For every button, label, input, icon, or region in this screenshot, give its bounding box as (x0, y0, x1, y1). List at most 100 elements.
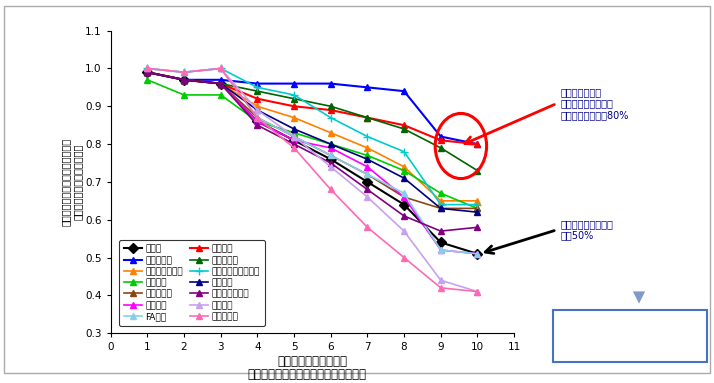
新規性の喪失の例外 (436, 202, 445, 207)
無効審判勝 (253, 81, 261, 86)
海外優先権 (326, 187, 335, 192)
国内優先権 (290, 134, 298, 139)
X-axis label: 登録後経過年数（年）: 登録後経過年数（年） (277, 355, 348, 368)
国内優先権 (253, 115, 261, 120)
異議率立勝 (143, 70, 151, 75)
被引用（自社） (290, 115, 298, 120)
全特許 (216, 81, 225, 86)
包袋閲覧 (216, 81, 225, 86)
早期審査 (326, 108, 335, 112)
情報提供 (363, 153, 372, 158)
Line: FA通過: FA通過 (144, 65, 481, 257)
FA通過 (363, 172, 372, 177)
国内優先権 (326, 153, 335, 158)
早期審査 (253, 97, 261, 101)
無効審判勝 (326, 81, 335, 86)
情報提供 (436, 191, 445, 196)
早期審査 (216, 81, 225, 86)
情報提供 (290, 131, 298, 135)
被引用（自社） (143, 70, 151, 75)
分割出願 (290, 134, 298, 139)
不服審判 (400, 195, 408, 199)
Line: 情報提供: 情報提供 (144, 77, 481, 211)
Line: 分割出願: 分割出願 (144, 65, 481, 295)
国内優先権 (363, 172, 372, 177)
全特許 (400, 202, 408, 207)
異議率立勝 (326, 104, 335, 109)
包袋閲覧 (363, 157, 372, 162)
無効審判勝 (216, 77, 225, 82)
早期審査 (473, 142, 482, 146)
情報提供 (143, 77, 151, 82)
不服審判 (473, 252, 482, 256)
海外優先権 (436, 286, 445, 290)
異議率立勝 (290, 97, 298, 101)
異議率立勝 (253, 89, 261, 93)
包袋閲覧 (326, 142, 335, 146)
全特許 (143, 70, 151, 75)
新規性の喪失の例外 (290, 93, 298, 97)
Line: 海外優先権: 海外優先権 (144, 65, 481, 295)
国内優先権 (180, 77, 188, 82)
海外優先権 (290, 146, 298, 150)
Text: 全特許平均の維持率
＝約50%: 全特許平均の維持率 ＝約50% (560, 219, 613, 241)
情報提供 (216, 93, 225, 97)
異議率立勝 (363, 115, 372, 120)
国内優先権 (143, 70, 151, 75)
新規性の喪失の例外 (180, 70, 188, 75)
分割出願 (143, 66, 151, 71)
海外優先権 (400, 255, 408, 260)
被引用（他社） (216, 81, 225, 86)
被引用（自社） (473, 198, 482, 203)
被引用（他社） (143, 70, 151, 75)
被引用（自社） (216, 81, 225, 86)
包袋閲覧 (400, 176, 408, 180)
Line: 被引用（他社）: 被引用（他社） (144, 69, 481, 234)
早期審査 (400, 123, 408, 128)
不服審判 (216, 81, 225, 86)
早期審査 (290, 104, 298, 109)
国内優先権 (400, 195, 408, 199)
Line: 国内優先権: 国内優先権 (144, 69, 481, 211)
国内優先権 (436, 206, 445, 211)
不服審判 (290, 138, 298, 142)
Line: 異議率立勝: 異議率立勝 (144, 69, 481, 173)
全特許 (473, 252, 482, 256)
Y-axis label: 登録（権利化）された特許のうち
権利が生きている件数の割合: 登録（権利化）された特許のうち 権利が生きている件数の割合 (61, 138, 82, 226)
Line: 新規性の喪失の例外: 新規性の喪失の例外 (144, 64, 481, 209)
分割出願 (216, 66, 225, 71)
無効審判勝 (180, 77, 188, 82)
包袋閲覧 (473, 210, 482, 214)
FA通過 (473, 252, 482, 256)
新規性の喪失の例外 (473, 202, 482, 207)
国内優先権 (473, 206, 482, 211)
情報提供 (400, 168, 408, 173)
被引用（他社） (180, 77, 188, 82)
不服審判 (363, 165, 372, 169)
異議率立勝 (216, 81, 225, 86)
早期審査 (180, 77, 188, 82)
Line: 不服審判: 不服審判 (144, 69, 481, 257)
無効審判勝 (363, 85, 372, 90)
Legend: 全特許, 無効審判勝, 被引用（自社）, 情報提供, 国内優先権, 不服審判, FA通過, 早期審査, 異議率立勝, 新規性の喪失の例外, 包袋閲覧, 被引用（: 全特許, 無効審判勝, 被引用（自社）, 情報提供, 国内優先権, 不服審判, … (119, 240, 265, 326)
FA通過 (143, 66, 151, 71)
不服審判 (253, 119, 261, 124)
情報提供 (253, 119, 261, 124)
無効審判勝 (290, 81, 298, 86)
異議率立勝 (436, 146, 445, 150)
異議率立勝 (400, 127, 408, 131)
Text: 早期審査請求・
無効審判請求された
特許の維持率＝約80%: 早期審査請求・ 無効審判請求された 特許の維持率＝約80% (560, 87, 629, 120)
Line: 早期審査: 早期審査 (144, 69, 481, 147)
早期審査 (143, 70, 151, 75)
被引用（他社） (290, 142, 298, 146)
新規性の喪失の例外 (216, 66, 225, 71)
異議率立勝 (180, 77, 188, 82)
海外優先権 (216, 66, 225, 71)
不服審判 (436, 248, 445, 252)
Line: 無効審判勝: 無効審判勝 (144, 69, 481, 147)
被引用（他社） (473, 225, 482, 230)
異議率立勝 (473, 168, 482, 173)
情報提供 (180, 93, 188, 97)
新規性の喪失の例外 (253, 85, 261, 90)
分割出願 (400, 229, 408, 233)
